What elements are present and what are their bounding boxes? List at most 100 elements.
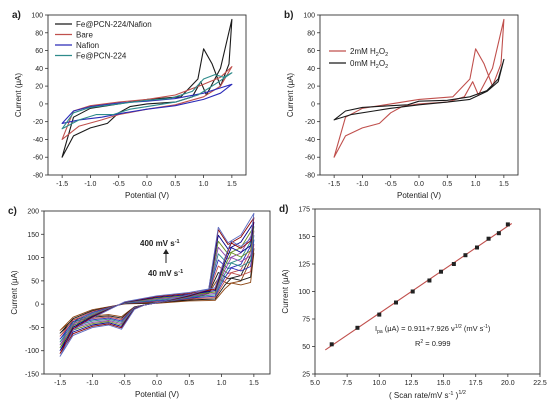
x-tick-label: 1.5 <box>499 181 509 188</box>
plot-frame <box>43 210 271 375</box>
y-tick-label: -40 <box>305 137 315 144</box>
cv-curve-1 <box>61 66 233 140</box>
cv-curve-360 <box>59 217 255 354</box>
x-tick-label: -1.0 <box>86 380 98 387</box>
y-tick-label: 100 <box>27 255 39 262</box>
cv-curve-1 <box>333 58 505 121</box>
panel-d: 5.0 7.5 10.0 12.5 15.0 17.5 20.0 22.5 25 50 75 100 1… <box>279 204 547 400</box>
x-axis-label: Potential (V) <box>125 191 169 200</box>
x-axis-label: ( Scan rate/mV s-1 )1/2 <box>389 390 466 400</box>
x-tick-label: 1.0 <box>199 181 209 188</box>
y-tick-label: 75 <box>302 317 310 324</box>
fit-equation-subscript: pa <box>377 329 383 335</box>
x-tick-label: -1.5 <box>54 380 66 387</box>
y-axis-label: Current (μA) <box>14 73 23 118</box>
x-tick-label: -1.0 <box>84 181 96 188</box>
data-point <box>427 278 432 283</box>
legend-entry: Fe@PCN-224/Nafion <box>76 20 152 29</box>
x-tick-label: -0.5 <box>119 380 131 387</box>
fit-equation: Ipa (μA) = 0.911+7.926 ν1/2 (mV s-1) <box>375 324 491 335</box>
x-tick-label: -1.5 <box>56 181 68 188</box>
panel-label: d) <box>279 204 288 215</box>
y-tick-label: 150 <box>298 234 310 241</box>
legend-text: O <box>379 59 385 68</box>
x-tick-label: -0.5 <box>385 181 397 188</box>
r-squared-text: = 0.999 <box>423 339 450 348</box>
fit-equation-text: I <box>375 324 377 333</box>
x-tick-label: 0.0 <box>142 181 152 188</box>
x-tick-label: 0.0 <box>152 380 162 387</box>
legend-subscript: 2 <box>376 52 379 58</box>
y-tick-label: 20 <box>35 84 43 91</box>
panel-label: a) <box>12 10 21 21</box>
fit-equation-text: (mV s <box>462 324 484 333</box>
x-axis-label-superscript: -1 <box>449 391 454 397</box>
y-tick-label: 200 <box>27 209 39 216</box>
legend-text: 0mM H <box>350 59 376 68</box>
y-tick-label: 80 <box>307 30 315 37</box>
y-tick-label: -100 <box>25 348 39 355</box>
y-tick-label: 80 <box>35 30 43 37</box>
x-tick-label: 15.0 <box>437 380 451 387</box>
legend-subscript: 2 <box>385 52 388 58</box>
y-tick-label: 100 <box>303 13 315 20</box>
x-tick-label: 1.5 <box>227 181 237 188</box>
y-tick-label: -50 <box>29 325 39 332</box>
cv-curve-280 <box>59 226 255 349</box>
x-tick-label: 12.5 <box>405 380 419 387</box>
x-axis-label: Potential (V) <box>397 191 441 200</box>
fit-equation-superscript: -1 <box>483 324 488 330</box>
data-point <box>463 253 468 258</box>
data-point <box>355 325 360 330</box>
x-axis-label-superscript: 1/2 <box>458 390 466 396</box>
legend-text: 2mM H <box>350 47 376 56</box>
x-axis-label: Potential (V) <box>135 390 179 399</box>
data-point <box>486 236 491 241</box>
y-tick-label: 0 <box>39 101 43 108</box>
annotation-400: 400 mV s-1 <box>140 239 180 248</box>
plot-frame <box>319 14 519 176</box>
data-point <box>439 269 443 274</box>
data-point <box>496 231 501 236</box>
panel-label: c) <box>8 206 17 217</box>
annotation-text: 40 mV s <box>148 269 179 278</box>
x-tick-label: 0.0 <box>414 181 424 188</box>
legend-entry: 0mM H2O2 <box>350 59 388 70</box>
y-tick-label: 40 <box>307 66 315 73</box>
data-point <box>377 312 382 317</box>
legend-subscript: 2 <box>376 64 379 70</box>
x-axis-label-text: ) <box>453 391 458 400</box>
y-tick-label: -20 <box>305 119 315 126</box>
plot-frame <box>314 208 541 375</box>
fit-equation-superscript: 1/2 <box>455 324 462 330</box>
x-axis-label-text: ( Scan rate/mV s <box>389 391 449 400</box>
fit-equation-text: ) <box>488 324 491 333</box>
x-tick-label: -0.5 <box>113 181 125 188</box>
y-tick-label: 100 <box>31 13 43 20</box>
annotation-40: 40 mV s-1 <box>148 269 183 278</box>
y-axis-label: Current (μA) <box>286 73 295 118</box>
y-tick-label: 125 <box>298 262 310 269</box>
x-tick-label: 0.5 <box>442 181 452 188</box>
y-tick-label: 0 <box>35 302 39 309</box>
panel-label: b) <box>284 10 293 21</box>
y-tick-label: 50 <box>302 344 310 351</box>
annotation-superscript: -1 <box>175 239 180 245</box>
data-point <box>329 342 334 347</box>
y-tick-label: 60 <box>35 48 43 55</box>
y-tick-label: -150 <box>25 372 39 379</box>
y-tick-label: -20 <box>33 119 43 126</box>
r-squared: R2 = 0.999 <box>415 339 451 348</box>
panel-a: -1.5 -1.0 -0.5 0.0 0.5 1.0 1.5 -80 -60 -40 -20 0 20 4… <box>12 10 247 200</box>
y-tick-label: 20 <box>307 84 315 91</box>
x-tick-label: 1.0 <box>471 181 481 188</box>
data-point <box>394 300 398 305</box>
y-tick-label: -60 <box>33 155 43 162</box>
legend-entry: Nafion <box>76 41 99 50</box>
annotation-superscript: -1 <box>178 269 183 275</box>
cv-curve-0 <box>333 18 505 158</box>
cv-curve-320 <box>59 221 255 351</box>
r-squared-superscript: 2 <box>420 339 423 345</box>
annotation-arrow-head <box>163 249 169 254</box>
legend-entry: Bare <box>76 31 93 40</box>
